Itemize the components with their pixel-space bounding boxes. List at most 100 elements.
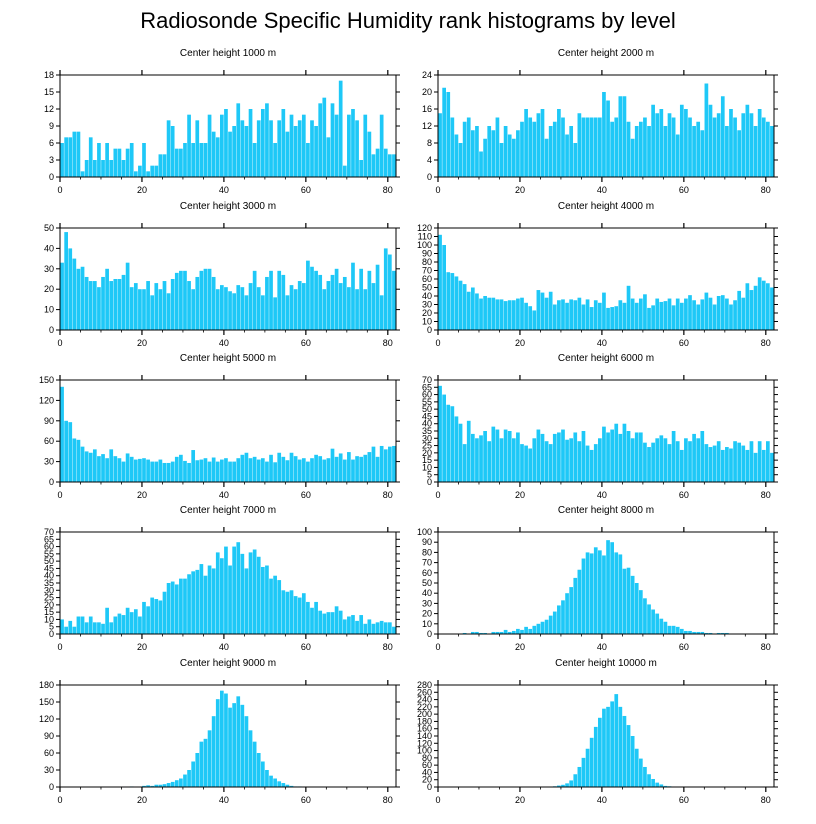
histogram-bar xyxy=(651,104,655,177)
histogram-bar xyxy=(761,117,766,177)
histogram-bar xyxy=(770,452,774,482)
histogram-bar xyxy=(146,785,150,787)
histogram-bar xyxy=(495,631,500,634)
histogram-bar xyxy=(602,708,606,787)
histogram-bar xyxy=(72,258,77,330)
histogram-bar xyxy=(741,445,746,482)
histogram-bar xyxy=(483,632,487,634)
y-tick-label: 6 xyxy=(49,138,54,148)
histogram-bar xyxy=(203,143,208,177)
y-tick-label: 150 xyxy=(39,375,54,385)
histogram-bar xyxy=(643,766,647,787)
histogram-bar xyxy=(581,431,586,482)
histogram-bar xyxy=(363,623,368,634)
histogram-bar xyxy=(68,248,73,330)
histogram-bar xyxy=(60,262,64,330)
histogram-bar xyxy=(638,298,643,330)
histogram-bar xyxy=(602,292,606,330)
histogram-bar xyxy=(495,299,500,330)
histogram-bar xyxy=(68,137,73,177)
histogram-bar xyxy=(614,306,619,330)
histogram-bar xyxy=(138,289,142,330)
histogram-bar xyxy=(277,781,282,787)
histogram-bar xyxy=(92,622,97,634)
x-tick-label: 20 xyxy=(515,795,525,805)
panel-title: Center height 1000 m xyxy=(180,48,276,59)
histogram-bar xyxy=(215,699,220,787)
histogram-bar xyxy=(269,270,273,330)
histogram-bar xyxy=(256,459,261,482)
histogram-bar xyxy=(269,775,273,787)
histogram-bar xyxy=(252,143,257,177)
histogram-bar xyxy=(667,444,672,482)
y-tick-label: 45 xyxy=(422,411,432,421)
histogram-bar xyxy=(191,450,196,482)
histogram-bar xyxy=(224,458,228,482)
x-tick-label: 60 xyxy=(679,490,689,500)
x-tick-label: 40 xyxy=(597,185,607,195)
histogram-bar xyxy=(273,575,277,634)
x-tick-label: 0 xyxy=(57,795,62,805)
histogram-bar xyxy=(470,287,475,330)
histogram-bar xyxy=(314,270,318,330)
histogram-bar xyxy=(569,299,574,330)
histogram-bar xyxy=(92,449,97,482)
histogram-bar xyxy=(359,160,364,177)
histogram-bar xyxy=(622,715,627,787)
histogram-bar xyxy=(561,117,565,177)
histogram-bar xyxy=(548,126,553,177)
x-tick-label: 0 xyxy=(435,185,440,195)
histogram-bar xyxy=(598,438,602,482)
histogram-bar xyxy=(207,730,212,787)
histogram-bar xyxy=(236,103,241,177)
histogram-bar xyxy=(614,694,619,787)
histogram-bar xyxy=(638,432,643,482)
histogram-bar xyxy=(174,584,179,634)
histogram-bar xyxy=(297,459,302,482)
histogram-bar xyxy=(277,120,282,177)
histogram-bar xyxy=(585,748,590,787)
x-tick-label: 80 xyxy=(761,490,771,500)
x-tick-label: 40 xyxy=(597,795,607,805)
histogram-bar xyxy=(516,298,520,330)
histogram-bar xyxy=(322,97,327,177)
y-tick-label: 60 xyxy=(422,274,432,284)
histogram-bar xyxy=(548,291,553,330)
histogram-bar xyxy=(659,618,664,634)
histogram-bar xyxy=(569,587,574,634)
histogram-bar xyxy=(269,454,273,482)
plot-frame xyxy=(59,379,397,483)
histogram-bar xyxy=(491,631,496,634)
histogram-bar xyxy=(310,120,314,177)
histogram-bar xyxy=(700,299,705,330)
histogram-bar xyxy=(761,449,766,482)
histogram-bar xyxy=(224,109,228,177)
histogram-bar xyxy=(322,289,327,330)
histogram-bar xyxy=(516,130,520,177)
histogram-bar xyxy=(117,458,122,482)
histogram-bar xyxy=(174,780,179,787)
histogram-bar xyxy=(626,285,631,330)
histogram-bar xyxy=(532,625,537,634)
histogram-bar xyxy=(593,726,598,787)
histogram-bar xyxy=(289,285,294,330)
histogram-bar xyxy=(273,297,277,330)
y-tick-label: 90 xyxy=(44,731,54,741)
histogram-bar xyxy=(688,117,692,177)
histogram-bar xyxy=(655,113,660,177)
histogram-bar xyxy=(692,433,696,482)
histogram-bar xyxy=(442,87,446,177)
histogram-bar xyxy=(565,439,569,482)
histogram-bar xyxy=(573,774,578,787)
histogram-bar xyxy=(667,625,672,634)
histogram-bar xyxy=(379,295,384,330)
histogram-bar xyxy=(203,458,208,482)
histogram-bar xyxy=(244,126,249,177)
y-tick-label: 20 xyxy=(422,87,432,97)
histogram-bar xyxy=(80,266,85,330)
histogram-bar xyxy=(704,83,709,177)
histogram-bar xyxy=(573,577,578,634)
histogram-bar xyxy=(97,287,101,330)
histogram-bar xyxy=(375,148,380,177)
histogram-bar xyxy=(117,279,122,330)
